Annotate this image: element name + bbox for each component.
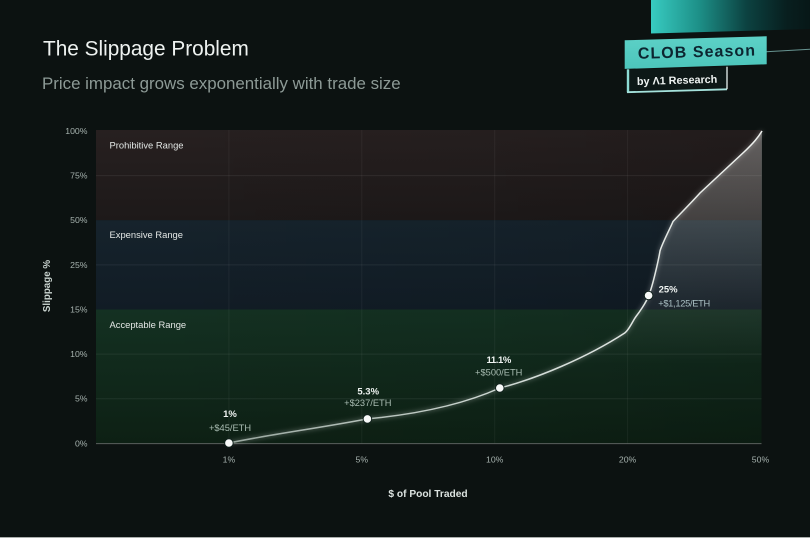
svg-text:Expensive Range: Expensive Range	[110, 229, 184, 240]
svg-text:0%: 0%	[75, 438, 88, 448]
svg-text:by Λ1 Research: by Λ1 Research	[637, 74, 718, 88]
svg-text:50%: 50%	[70, 215, 88, 225]
svg-text:50%: 50%	[752, 455, 770, 465]
svg-text:10%: 10%	[486, 455, 504, 465]
svg-text:+$1,125/ETH: +$1,125/ETH	[658, 299, 710, 309]
svg-text:100%: 100%	[65, 126, 87, 136]
svg-text:75%: 75%	[70, 171, 88, 181]
svg-text:10%: 10%	[70, 349, 88, 359]
svg-text:Slippage %: Slippage %	[42, 260, 53, 313]
svg-text:25%: 25%	[659, 285, 679, 296]
svg-text:+$45/ETH: +$45/ETH	[209, 423, 251, 433]
svg-text:Acceptable Range: Acceptable Range	[110, 319, 187, 330]
svg-text:1%: 1%	[223, 409, 237, 420]
svg-text:25%: 25%	[70, 260, 88, 270]
svg-text:Prohibitive Range: Prohibitive Range	[110, 140, 184, 151]
svg-text:5%: 5%	[75, 394, 88, 404]
svg-text:$ of Pool Traded: $ of Pool Traded	[388, 489, 467, 500]
svg-text:15%: 15%	[70, 305, 88, 315]
svg-text:11.1%: 11.1%	[486, 355, 511, 366]
svg-text:5%: 5%	[356, 455, 369, 465]
svg-text:20%: 20%	[619, 455, 637, 465]
svg-text:CLOB Season: CLOB Season	[638, 42, 757, 62]
svg-text:1%: 1%	[223, 455, 236, 465]
svg-text:+$237/ETH: +$237/ETH	[344, 398, 391, 408]
svg-text:5.3%: 5.3%	[357, 386, 379, 397]
svg-text:Price impact grows exponential: Price impact grows exponentially with tr…	[42, 74, 401, 93]
svg-text:+$500/ETH: +$500/ETH	[475, 367, 522, 377]
svg-text:The Slippage Problem: The Slippage Problem	[43, 38, 249, 61]
